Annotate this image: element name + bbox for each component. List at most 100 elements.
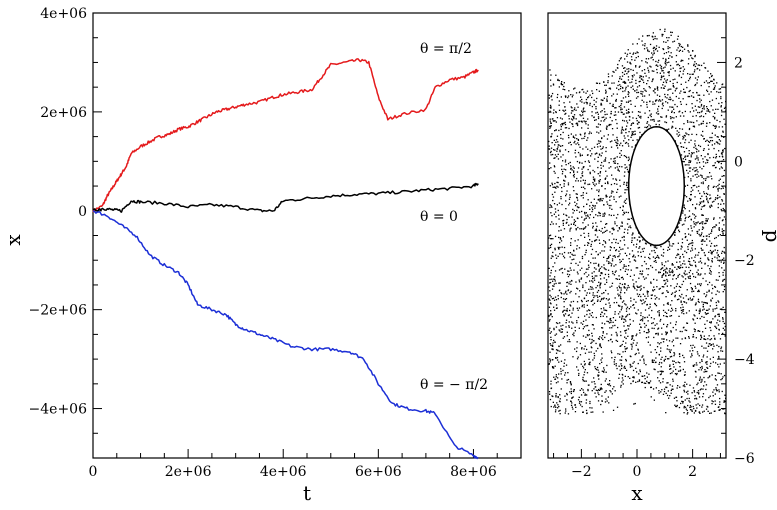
scatter-point [587, 389, 589, 392]
scatter-point [602, 244, 604, 246]
scatter-point [650, 297, 653, 300]
scatter-point [698, 310, 700, 312]
scatter-point [658, 105, 660, 108]
scatter-point [549, 223, 552, 226]
scatter-point [653, 249, 655, 252]
scatter-point [583, 273, 586, 275]
scatter-point [595, 101, 597, 103]
scatter-point [585, 409, 588, 412]
scatter-point [558, 100, 560, 102]
scatter-point [701, 301, 703, 303]
scatter-point [707, 153, 709, 155]
scatter-point [622, 129, 625, 131]
scatter-point [671, 110, 673, 112]
scatter-point [690, 198, 692, 200]
scatter-point [716, 307, 718, 309]
scatter-point [583, 91, 585, 93]
scatter-point [615, 249, 617, 252]
scatter-point [566, 394, 568, 396]
scatter-point [614, 324, 616, 327]
scatter-point [570, 283, 572, 285]
scatter-point [584, 244, 586, 246]
scatter-point [685, 216, 687, 219]
scatter-point [583, 219, 585, 221]
scatter-point [624, 67, 626, 69]
scatter-point [616, 225, 618, 227]
scatter-point [641, 272, 643, 275]
scatter-point [686, 413, 688, 415]
scatter-point [628, 95, 630, 97]
scatter-point [695, 115, 697, 117]
scatter-point [574, 107, 576, 109]
scatter-point [673, 352, 675, 354]
scatter-point [696, 155, 698, 157]
scatter-point [661, 76, 663, 78]
scatter-point [712, 124, 714, 127]
scatter-point [603, 309, 605, 311]
scatter-point [567, 289, 569, 292]
scatter-point [697, 67, 699, 70]
scatter-point [715, 224, 718, 226]
scatter-point [628, 139, 630, 141]
scatter-point [678, 134, 681, 136]
scatter-point [704, 254, 706, 257]
scatter-point [708, 77, 711, 79]
scatter-point [625, 315, 628, 317]
scatter-point [704, 312, 706, 314]
scatter-point [675, 285, 678, 288]
scatter-point [644, 89, 646, 91]
scatter-point [657, 89, 659, 91]
scatter-point [583, 102, 585, 104]
scatter-point [699, 106, 701, 108]
scatter-point [591, 347, 593, 349]
scatter-point [714, 134, 716, 136]
scatter-point [596, 366, 599, 369]
scatter-point [683, 272, 685, 274]
scatter-point [721, 167, 723, 169]
scatter-point [699, 311, 701, 313]
scatter-point [621, 236, 623, 239]
scatter-point [648, 382, 651, 384]
scatter-point [649, 100, 651, 103]
scatter-point [582, 111, 584, 114]
scatter-point [645, 324, 647, 327]
scatter-point [697, 283, 699, 285]
scatter-point [672, 85, 674, 87]
scatter-point [582, 117, 585, 119]
scatter-point [565, 169, 567, 171]
scatter-point [701, 315, 703, 318]
scatter-point [675, 396, 677, 398]
annotation-theta-minus-pi-2: θ = − π/2 [420, 377, 488, 393]
scatter-point [585, 300, 588, 302]
scatter-point [626, 53, 629, 55]
scatter-point [619, 240, 622, 242]
scatter-point [591, 275, 593, 278]
scatter-point [680, 300, 682, 302]
scatter-point [593, 357, 595, 359]
scatter-point [706, 320, 708, 322]
scatter-point [702, 181, 704, 183]
scatter-point [714, 237, 716, 240]
scatter-point [710, 344, 713, 346]
scatter-point [660, 87, 662, 89]
scatter-point [604, 273, 607, 276]
scatter-point [589, 150, 591, 152]
scatter-point [548, 148, 550, 150]
scatter-point [574, 220, 577, 222]
scatter-point [702, 135, 704, 137]
scatter-point [568, 142, 570, 144]
scatter-point [666, 348, 668, 350]
scatter-point [692, 92, 694, 94]
scatter-point [582, 378, 584, 381]
scatter-point [582, 367, 585, 369]
scatter-point [598, 180, 600, 182]
scatter-point [551, 182, 553, 184]
scatter-point [670, 271, 672, 273]
scatter-point [696, 391, 698, 394]
scatter-point [687, 172, 689, 174]
scatter-point [654, 103, 656, 105]
scatter-point [593, 302, 596, 304]
scatter-point [567, 182, 570, 184]
scatter-point [581, 405, 583, 408]
scatter-point [626, 347, 628, 349]
